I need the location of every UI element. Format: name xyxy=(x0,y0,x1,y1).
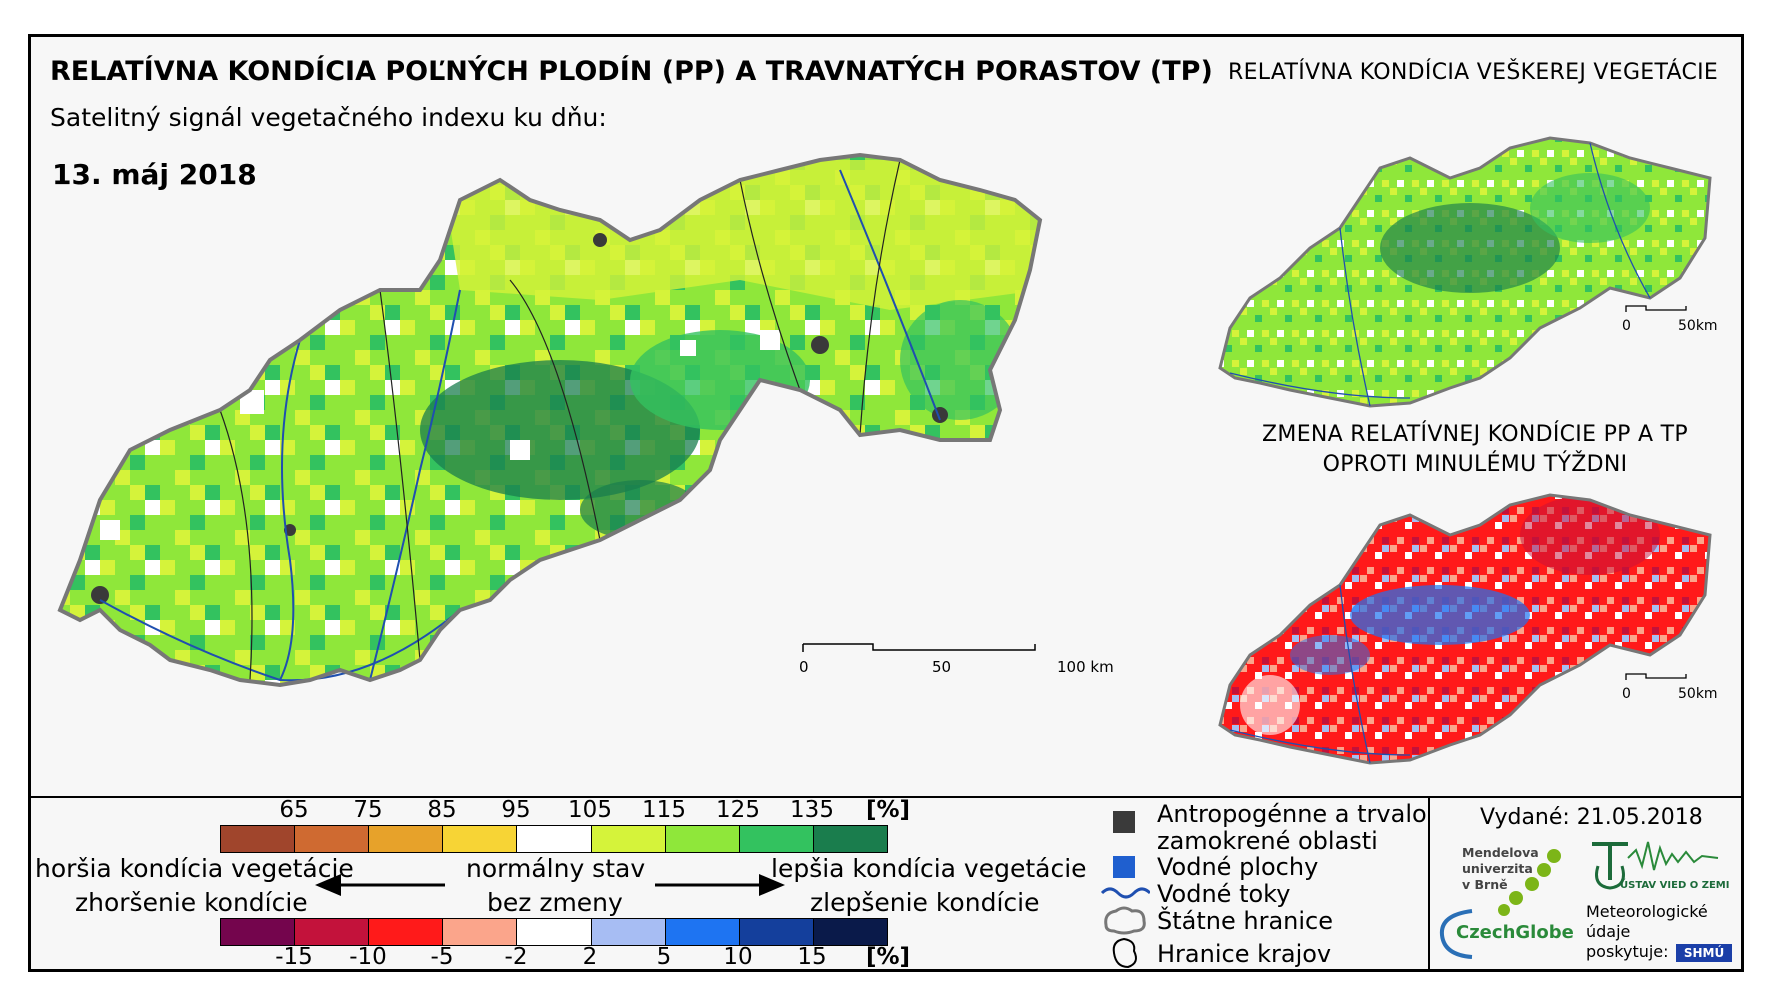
condition-tick-label: 135 xyxy=(790,797,834,823)
uvoz-logo-icon xyxy=(1592,841,1719,890)
change-swatch xyxy=(590,919,665,945)
state-borders-label: Štátne hranice xyxy=(1157,907,1333,935)
condition-unit: [%] xyxy=(866,797,911,823)
change-swatch xyxy=(812,919,887,945)
normal-state-label: normálny stav xyxy=(466,854,646,883)
change-swatch xyxy=(738,919,813,945)
main-scale-100: 100 km xyxy=(1057,658,1114,676)
inset-all-vegetation-map xyxy=(1218,136,1712,408)
condition-swatch xyxy=(442,826,517,852)
uvoz-logo-text: ÚSTAV VIED O ZEMI xyxy=(1620,880,1730,891)
condition-swatch xyxy=(368,826,443,852)
inset-change-map xyxy=(1218,493,1712,765)
change-title-line2: OPROTI MINULÉMU TÝŽDNI xyxy=(1322,452,1628,477)
subtitle: Satelitný signál vegetačného indexu ku d… xyxy=(50,103,607,132)
arrow-left-icon xyxy=(315,874,445,896)
change-tick-label: -5 xyxy=(430,944,454,970)
inset1-scale-bar: 0 50km xyxy=(1622,305,1718,334)
condition-swatch xyxy=(516,826,591,852)
condition-swatch xyxy=(294,826,369,852)
czechglobe-logo: CzechGlobe xyxy=(1456,922,1574,943)
mendel-dots-icon xyxy=(1498,849,1561,916)
condition-swatch xyxy=(221,826,295,852)
inset-title-change: ZMENA RELATÍVNEJ KONDÍCIE PP A TP OPROTI… xyxy=(1225,420,1725,480)
condition-swatch xyxy=(812,826,887,852)
mendel-university-logo: Mendelova univerzita v Brně xyxy=(1462,845,1539,893)
provided-line1: Meteorologické xyxy=(1586,902,1708,921)
water-bodies-label: Vodné plochy xyxy=(1157,853,1319,881)
water-body-swatch xyxy=(1113,856,1135,878)
change-tick-label: -10 xyxy=(349,944,387,970)
region-borders-label: Hranice krajov xyxy=(1157,940,1332,968)
condition-tick-label: 105 xyxy=(568,797,612,823)
condition-swatch xyxy=(590,826,665,852)
main-scale-0: 0 xyxy=(799,658,809,676)
mendel-line3: v Brně xyxy=(1462,877,1508,892)
meteo-data-provider: Meteorologické údaje poskytuje: xyxy=(1586,902,1708,962)
state-border-icon xyxy=(1104,906,1146,935)
rivers-label: Vodné toky xyxy=(1157,880,1291,908)
inset1-scale-0: 0 xyxy=(1622,318,1631,334)
inset2-scale-bar: 0 50km xyxy=(1622,673,1718,702)
condition-color-bar xyxy=(220,825,888,853)
worsening-label: zhoršenie kondície xyxy=(75,888,308,917)
worse-condition-label: horšia kondícia vegetácie xyxy=(35,854,354,883)
mendel-line1: Mendelova xyxy=(1462,845,1539,860)
change-color-bar xyxy=(220,918,888,946)
condition-tick-label: 65 xyxy=(279,797,309,823)
change-swatch xyxy=(221,919,295,945)
change-swatch xyxy=(368,919,443,945)
change-unit: [%] xyxy=(866,944,911,970)
change-tick-label: 15 xyxy=(797,944,827,970)
main-scale-50: 50 xyxy=(932,658,951,676)
condition-tick-label: 75 xyxy=(353,797,383,823)
date-label: 13. máj 2018 xyxy=(52,158,257,191)
region-border-icon xyxy=(1112,937,1137,969)
main-condition-map xyxy=(57,152,1043,688)
legend-separator xyxy=(1428,796,1430,972)
shmu-logo: SHMÚ xyxy=(1676,944,1732,962)
change-swatch xyxy=(294,919,369,945)
inset2-scale-0: 0 xyxy=(1622,686,1631,702)
legend-panel xyxy=(28,796,1744,972)
change-tick-label: 10 xyxy=(723,944,753,970)
czechglobe-arc-icon xyxy=(1439,909,1473,959)
anthropogenic-label-2: zamokrené oblasti xyxy=(1157,827,1378,855)
inset2-scale-50: 50km xyxy=(1678,686,1718,702)
change-swatch xyxy=(516,919,591,945)
change-title-line1: ZMENA RELATÍVNEJ KONDÍCIE PP A TP xyxy=(1262,422,1688,447)
anthropogenic-label-1: Antropogénne a trvalo xyxy=(1157,800,1427,828)
inset1-scale-50: 50km xyxy=(1678,318,1718,334)
inset-title-all-vegetation: RELATÍVNA KONDÍCIA VEŠKEREJ VEGETÁCIE xyxy=(1228,60,1719,85)
mendel-line2: univerzita xyxy=(1462,861,1533,876)
improvement-label: zlepšenie kondície xyxy=(810,888,1040,917)
condition-swatch xyxy=(664,826,739,852)
condition-tick-label: 85 xyxy=(427,797,457,823)
main-scale-bar: 0 50 100 km xyxy=(799,643,1114,676)
river-icon xyxy=(1100,887,1150,899)
map-title: RELATÍVNA KONDÍCIA POĽNÝCH PLODÍN (PP) A… xyxy=(50,56,1213,87)
change-tick-label: -2 xyxy=(504,944,528,970)
condition-tick-label: 115 xyxy=(642,797,686,823)
condition-tick-label: 95 xyxy=(501,797,531,823)
change-tick-labels: -15 -10 -5 -2 2 5 10 15 xyxy=(0,944,1000,974)
issued-date: Vydané: 21.05.2018 xyxy=(1480,805,1703,830)
provided-line2: údaje xyxy=(1586,922,1631,941)
change-tick-label: 5 xyxy=(656,944,672,970)
condition-swatch xyxy=(738,826,813,852)
change-tick-label: 2 xyxy=(582,944,598,970)
provided-line3: poskytuje: xyxy=(1586,942,1669,961)
better-condition-label: lepšia kondícia vegetácie xyxy=(771,854,1087,883)
change-swatch xyxy=(664,919,739,945)
anthropogenic-swatch xyxy=(1113,811,1135,833)
condition-tick-label: 125 xyxy=(716,797,760,823)
condition-tick-labels: 65 75 85 95 105 115 125 135 xyxy=(0,797,1000,827)
change-swatch xyxy=(442,919,517,945)
no-change-label: bez zmeny xyxy=(487,888,623,917)
arrow-right-icon xyxy=(655,874,785,896)
change-tick-label: -15 xyxy=(275,944,313,970)
direction-arrows xyxy=(315,874,785,896)
